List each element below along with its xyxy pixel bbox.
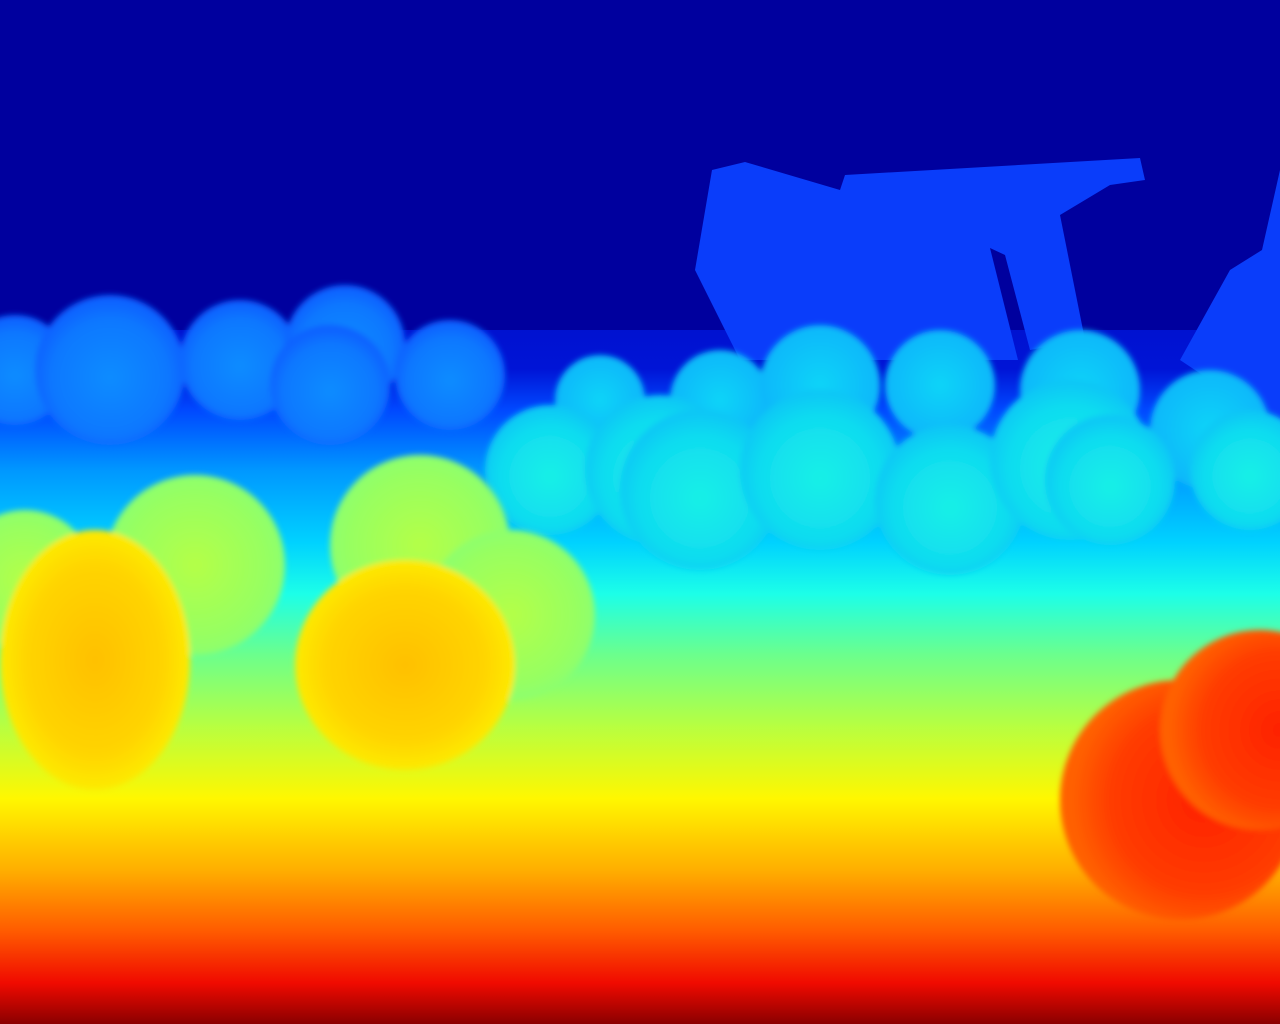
fruit-foreground bbox=[1060, 630, 1280, 920]
fruit-mid-row bbox=[485, 325, 1280, 575]
fruit-near-row bbox=[0, 455, 595, 790]
fruit-far-row bbox=[0, 285, 505, 445]
boat-shape bbox=[695, 158, 1280, 420]
